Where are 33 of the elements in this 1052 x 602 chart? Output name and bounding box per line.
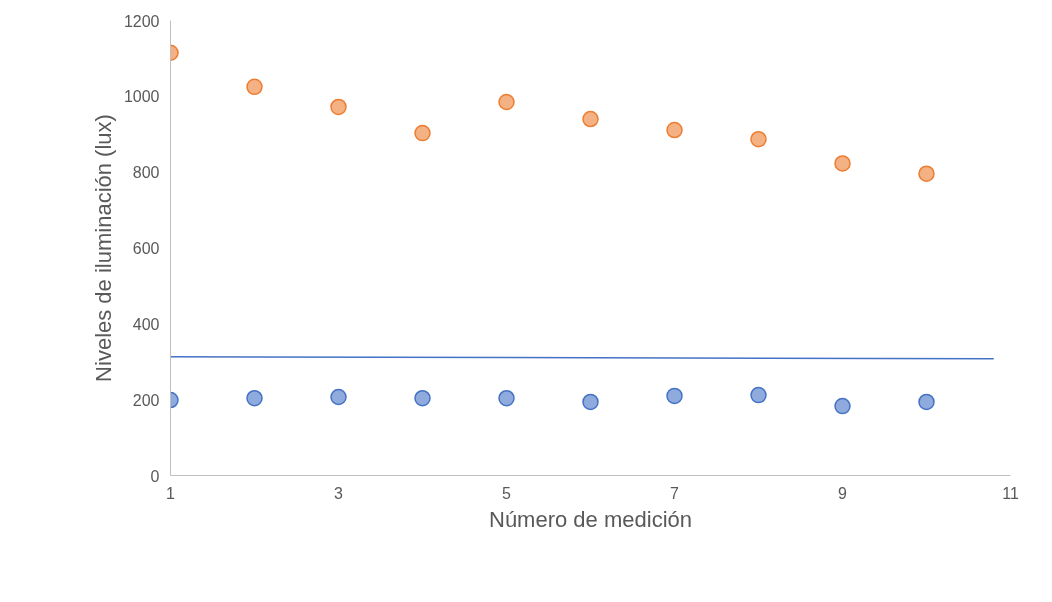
point	[750, 386, 767, 404]
x-axis-title: Número de medición	[489, 506, 692, 532]
point	[498, 389, 515, 407]
point	[330, 98, 347, 116]
x-tick-label: 11	[1002, 484, 1019, 502]
x-tick-label: 5	[502, 484, 512, 502]
point	[582, 393, 599, 411]
y-tick-label: 600	[132, 240, 160, 257]
point	[498, 93, 515, 111]
point	[750, 130, 767, 148]
point	[582, 110, 599, 128]
x-tick-label: 7	[670, 484, 680, 502]
x-tick-label: 1	[166, 484, 176, 502]
point	[246, 78, 263, 96]
y-tick-label: 400	[132, 315, 160, 333]
y-tick-label: 800	[132, 164, 160, 182]
point	[414, 124, 431, 142]
point	[246, 389, 263, 407]
y-tick-label: 0	[150, 467, 160, 485]
y-tick-label: 1200	[123, 12, 160, 30]
y-tick-label: 1000	[123, 88, 160, 106]
x-tick-label: 3	[334, 484, 344, 502]
y-axis-title: Niveles de iluminación (lux)	[90, 114, 116, 382]
y-tick-label: 200	[132, 391, 160, 409]
point	[834, 155, 851, 172]
point	[666, 121, 683, 139]
point	[834, 397, 851, 415]
point	[918, 393, 935, 411]
point	[330, 388, 347, 406]
point	[414, 389, 431, 407]
point	[666, 387, 683, 405]
x-tick-label: 9	[838, 484, 848, 502]
point	[918, 165, 935, 182]
